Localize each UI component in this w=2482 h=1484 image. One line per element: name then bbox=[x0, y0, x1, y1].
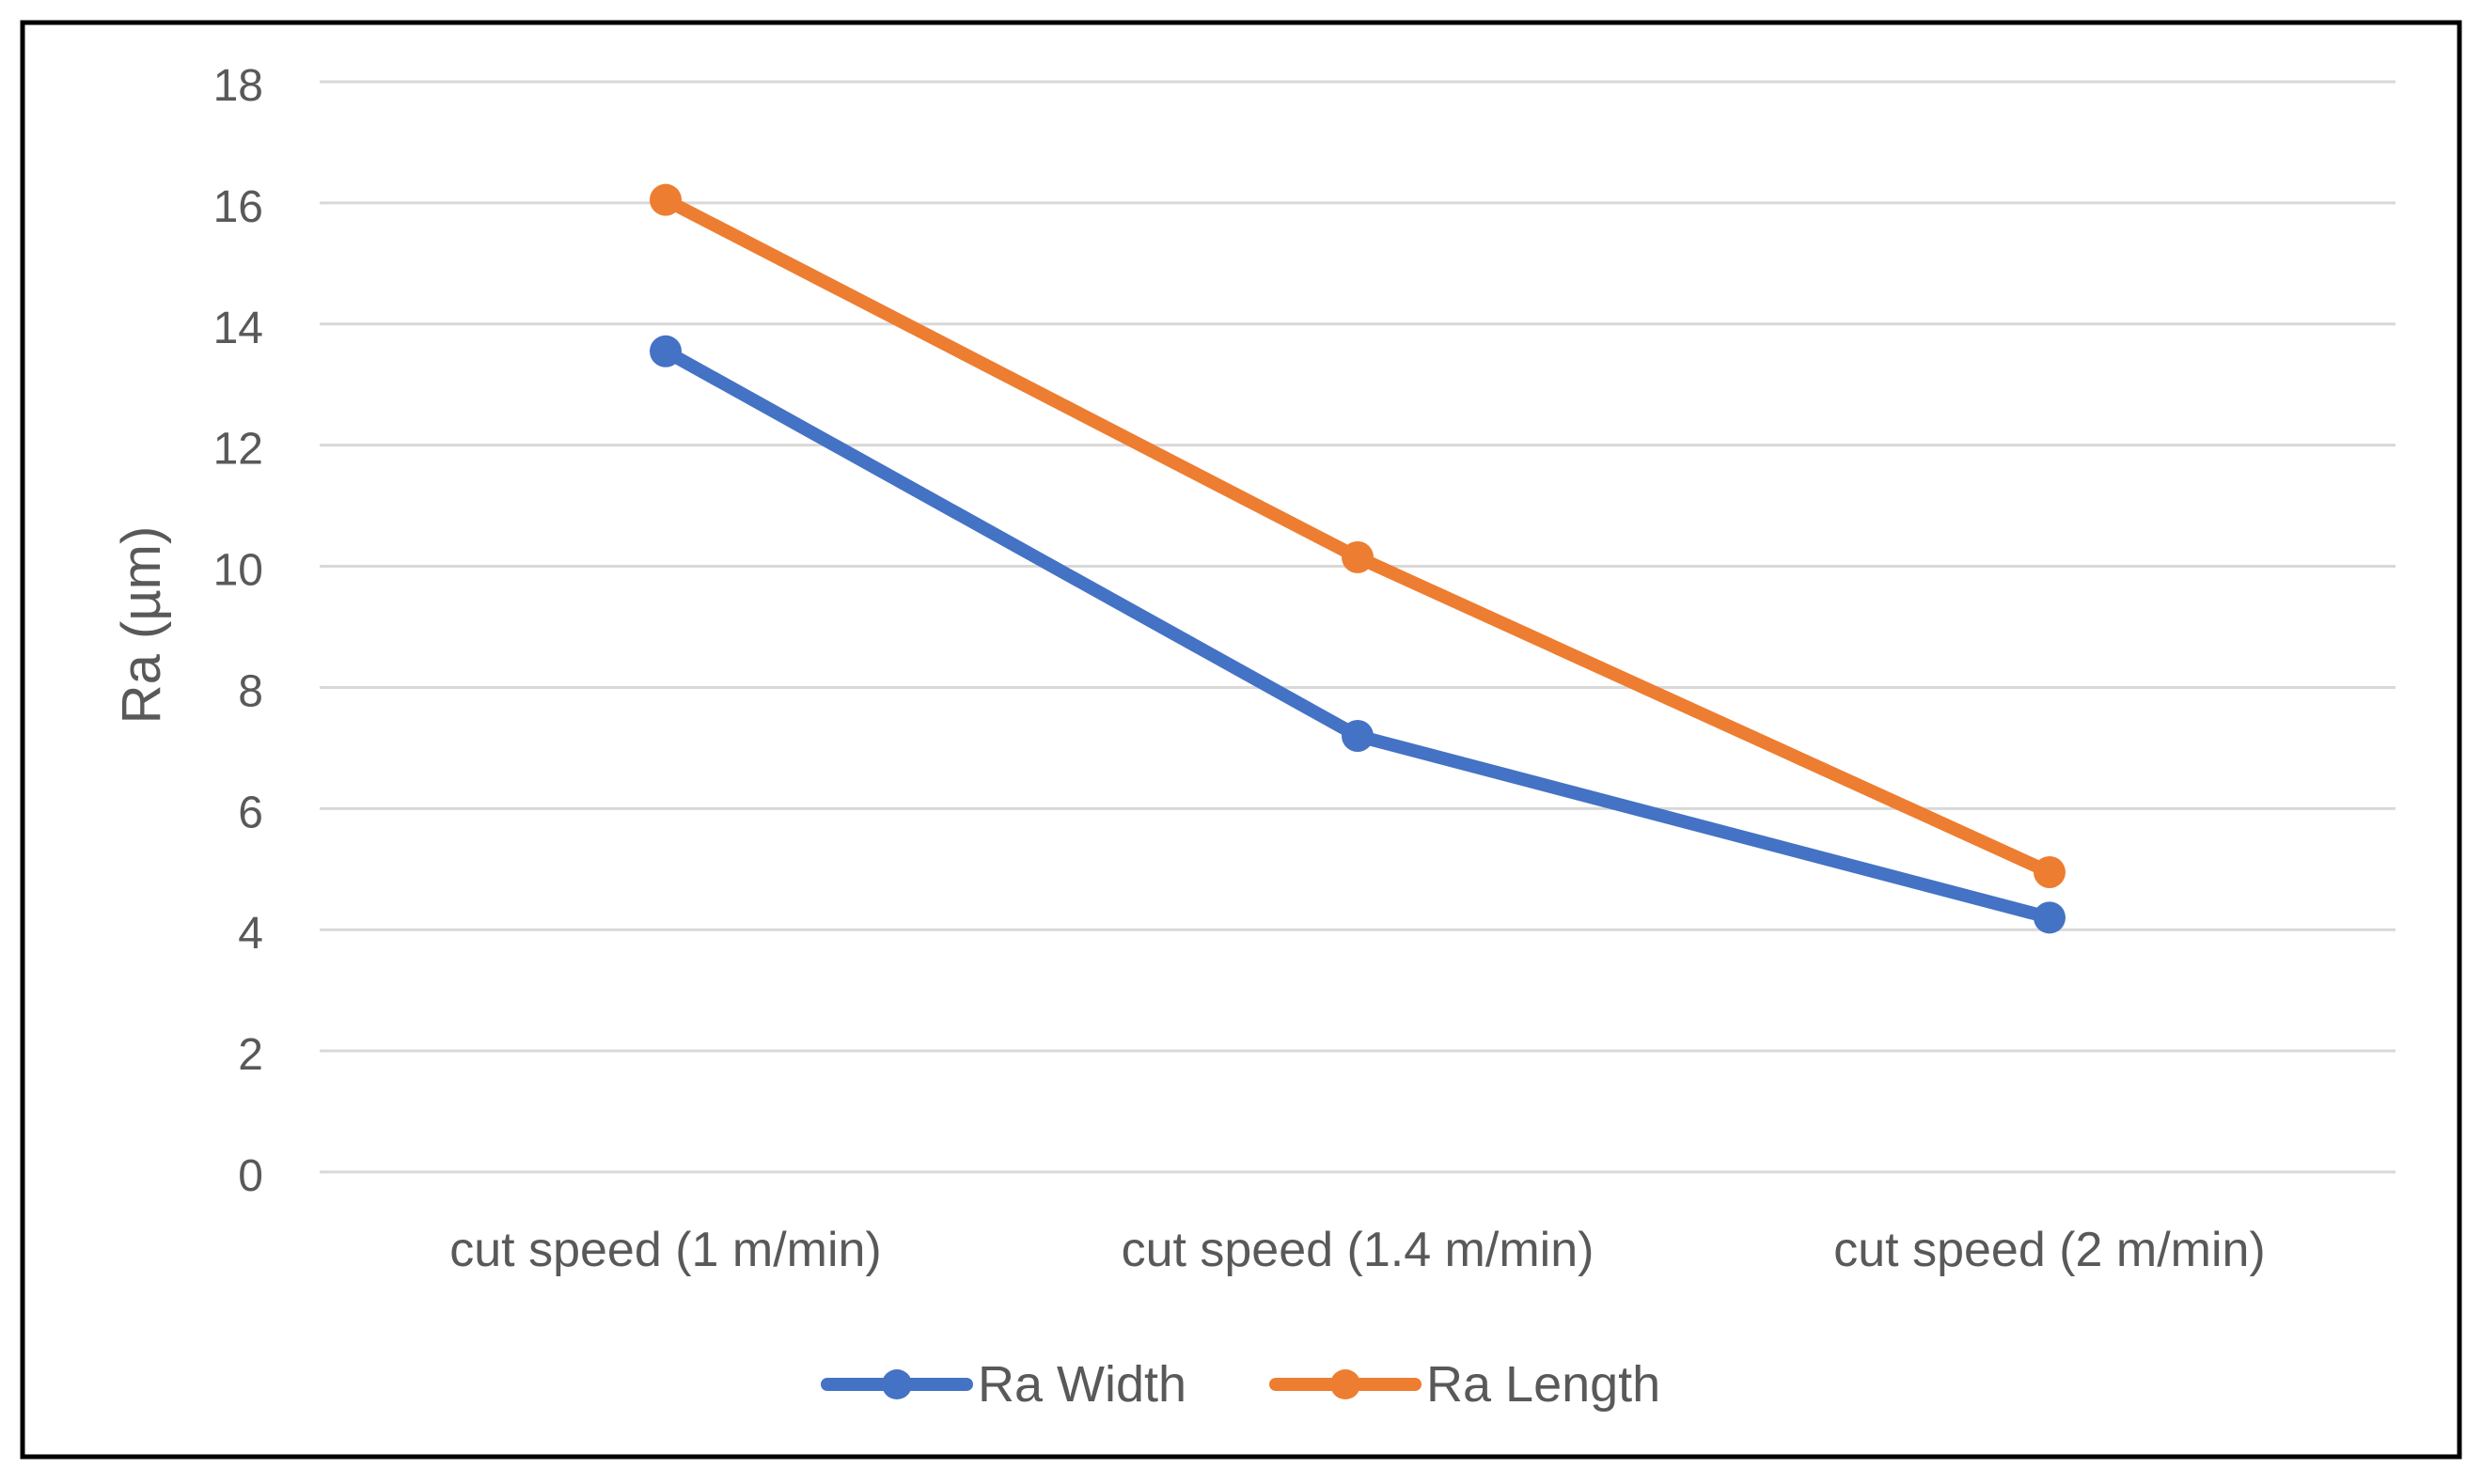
series-ra-width bbox=[650, 335, 2066, 934]
legend-swatch-marker bbox=[1330, 1369, 1360, 1399]
data-point bbox=[650, 335, 682, 367]
series-lines bbox=[650, 183, 2066, 934]
legend-item: Ra Width bbox=[821, 1356, 1186, 1413]
y-tick-label: 14 bbox=[213, 304, 263, 353]
y-tick-label: 10 bbox=[213, 546, 263, 596]
y-tick-label: 8 bbox=[238, 666, 263, 716]
x-axis-tick-labels: cut speed (1 m/min) cut speed (1.4 m/min)… bbox=[449, 1223, 2266, 1277]
y-tick-label: 6 bbox=[238, 788, 263, 837]
data-point bbox=[2034, 856, 2066, 888]
x-tick-label: cut speed (1 m/min) bbox=[449, 1223, 882, 1277]
y-tick-label: 0 bbox=[238, 1151, 263, 1201]
data-point bbox=[2034, 901, 2066, 934]
y-axis-title: Ra (µm) bbox=[111, 526, 172, 725]
data-point bbox=[650, 183, 682, 216]
x-tick-label: cut speed (1.4 m/min) bbox=[1122, 1223, 1594, 1277]
y-tick-label: 16 bbox=[213, 182, 263, 232]
legend: Ra Width Ra Length bbox=[821, 1356, 1660, 1413]
series-ra-length bbox=[650, 183, 2066, 888]
y-tick-label: 4 bbox=[238, 909, 263, 959]
legend-label: Ra Width bbox=[978, 1356, 1186, 1413]
y-tick-label: 18 bbox=[213, 61, 263, 111]
legend-swatch-marker bbox=[882, 1369, 912, 1399]
legend-item: Ra Length bbox=[1269, 1356, 1660, 1413]
data-point bbox=[1342, 720, 1374, 752]
data-point bbox=[1342, 540, 1374, 573]
y-axis-tick-labels: 0 2 4 6 8 10 12 14 16 18 bbox=[213, 61, 263, 1201]
y-tick-label: 2 bbox=[238, 1030, 263, 1080]
chart-border bbox=[20, 20, 2462, 1460]
legend-label: Ra Length bbox=[1426, 1356, 1660, 1413]
y-tick-label: 12 bbox=[213, 425, 263, 475]
x-tick-label: cut speed (2 m/min) bbox=[1833, 1223, 2266, 1277]
